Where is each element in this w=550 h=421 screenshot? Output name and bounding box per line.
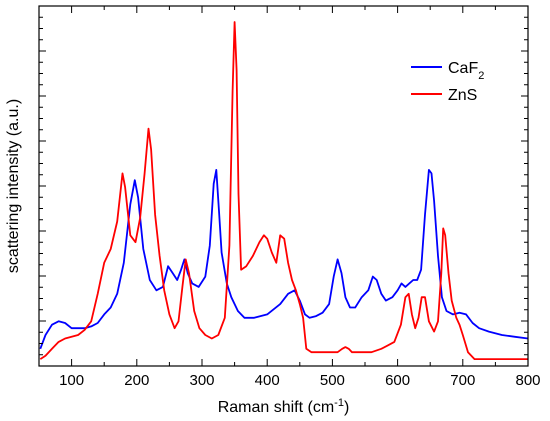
x-tick-label: 100 bbox=[59, 372, 84, 389]
legend-label-caf2-subscript: 2 bbox=[478, 70, 484, 82]
x-tick-label: 400 bbox=[255, 372, 280, 389]
x-tick-label: 300 bbox=[189, 372, 214, 389]
x-tick-label: 800 bbox=[515, 372, 540, 389]
ticks-layer bbox=[38, 5, 529, 367]
x-axis-title: Raman shift (cm-1) bbox=[218, 397, 350, 416]
x-axis-title-superscript: -1 bbox=[334, 397, 344, 409]
legend-label-caf2: CaF2 bbox=[448, 60, 484, 82]
x-tick-label: 600 bbox=[385, 372, 410, 389]
series-line-caf2 bbox=[39, 168, 528, 350]
x-tick-label: 500 bbox=[320, 372, 345, 389]
legend: CaF2 ZnS bbox=[411, 60, 484, 104]
x-tick-label: 700 bbox=[450, 372, 475, 389]
tick-labels-layer: 100 200 300 400 500 600 700 800 bbox=[59, 372, 540, 389]
legend-label-zns: ZnS bbox=[448, 87, 477, 104]
series-line-zns bbox=[39, 21, 528, 361]
x-tick-label: 200 bbox=[124, 372, 149, 389]
series-layer bbox=[39, 21, 528, 361]
y-axis-title: scattering intensity (a.u.) bbox=[5, 99, 22, 273]
